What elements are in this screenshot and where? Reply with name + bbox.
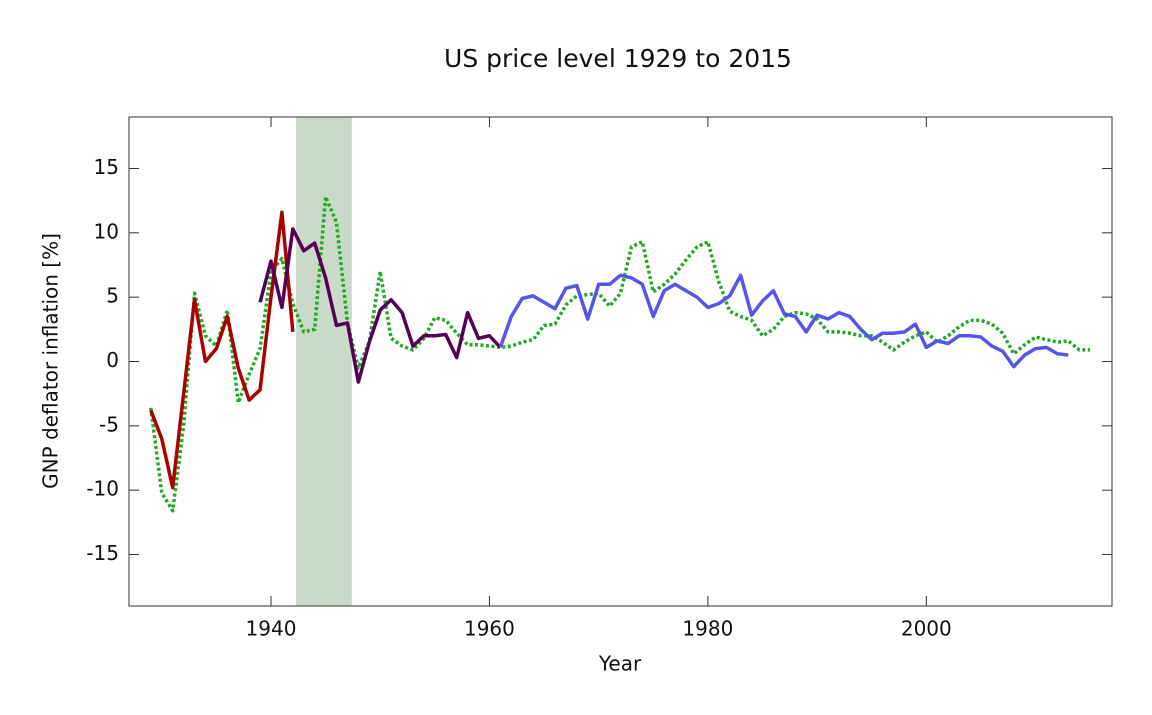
chart-title: US price level 1929 to 2015 [444,44,792,73]
y-tick-label: -10 [86,477,119,501]
series-line [149,210,295,490]
plot-frame [128,116,1113,607]
y-tick-label: 5 [106,284,119,308]
y-tick-label: 0 [106,348,119,372]
y-tick-label: -15 [86,541,119,565]
y-tick-label: 10 [94,219,119,243]
x-tick-label: 1980 [682,617,733,641]
series-line [258,227,502,384]
x-tick-label: 2000 [901,617,952,641]
x-tick-label: 1940 [246,617,297,641]
series-line [149,195,1091,513]
series-line [498,273,1069,369]
x-axis-label: Year [598,652,642,676]
shaded-region [296,117,352,606]
y-tick-label: 15 [94,155,119,179]
x-tick-label: 1960 [464,617,515,641]
y-axis-label: GNP deflator inflation [%] [39,233,63,489]
y-tick-label: -5 [99,412,119,436]
